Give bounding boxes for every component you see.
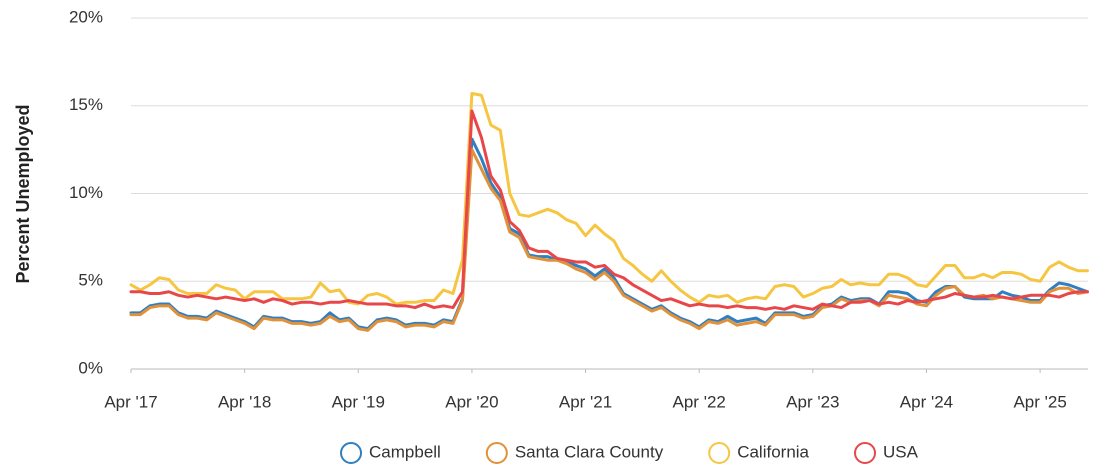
x-tick-label: Apr '17 xyxy=(104,392,157,411)
series-line xyxy=(129,109,1089,311)
x-tick-label: Apr '19 xyxy=(332,392,385,411)
x-tick-label: Apr '22 xyxy=(673,392,726,411)
y-tick-label: 0% xyxy=(78,358,103,377)
legend-label: USA xyxy=(883,442,919,461)
legend-label: Campbell xyxy=(369,442,441,461)
x-tick-label: Apr '21 xyxy=(559,392,612,411)
legend-marker xyxy=(340,442,363,464)
legend-label: Santa Clara County xyxy=(515,442,664,461)
legend-label: California xyxy=(737,442,809,461)
legend-marker xyxy=(485,442,508,464)
y-tick-label: 10% xyxy=(69,183,103,202)
y-tick-label: 5% xyxy=(78,271,103,290)
x-tick-label: Apr '25 xyxy=(1013,392,1066,411)
series-line xyxy=(129,148,1089,332)
x-tick-label: Apr '24 xyxy=(900,392,953,411)
legend-marker xyxy=(708,442,731,464)
y-tick-label: 15% xyxy=(69,95,103,114)
legend-marker xyxy=(854,442,877,464)
y-tick-label: 20% xyxy=(69,7,103,26)
series-line xyxy=(129,91,1089,306)
y-axis-title: Percent Unemployed xyxy=(13,104,33,283)
x-tick-label: Apr '20 xyxy=(445,392,498,411)
x-tick-label: Apr '18 xyxy=(218,392,271,411)
x-tick-label: Apr '23 xyxy=(786,392,839,411)
